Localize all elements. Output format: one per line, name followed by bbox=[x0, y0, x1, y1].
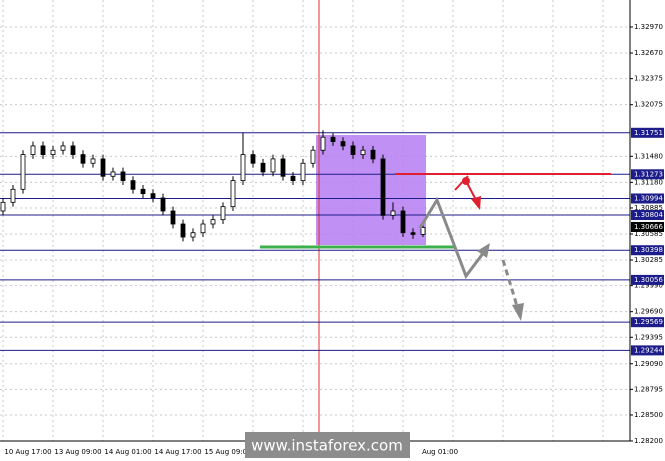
x-tick-label: 14 Aug 17:00 bbox=[154, 448, 201, 456]
candle-body bbox=[50, 149, 56, 155]
candle-body bbox=[210, 219, 216, 225]
arrow-head bbox=[477, 243, 490, 258]
candle-body bbox=[390, 210, 396, 216]
y-tick-label: 1.28200 bbox=[634, 437, 663, 445]
level-label-box bbox=[631, 169, 664, 180]
watermark-band bbox=[245, 432, 410, 458]
watermark: www.instaforex.com bbox=[251, 437, 403, 455]
candle-body bbox=[80, 154, 86, 164]
arrow-head bbox=[512, 303, 524, 321]
candle-body bbox=[230, 180, 236, 208]
y-tick-label: 1.32970 bbox=[634, 23, 663, 31]
candle-body bbox=[340, 141, 346, 147]
y-tick-label: 1.32375 bbox=[634, 75, 663, 83]
current-price-box bbox=[631, 221, 664, 232]
candle-body bbox=[10, 188, 16, 203]
candle-body bbox=[130, 180, 136, 190]
candle-body bbox=[320, 136, 326, 151]
candle-body bbox=[70, 145, 76, 155]
candle-body bbox=[260, 162, 266, 173]
y-tick-label: 1.30885 bbox=[634, 204, 663, 212]
level-label: 1.31751 bbox=[634, 129, 663, 137]
candle-body bbox=[310, 149, 316, 164]
candle-body bbox=[280, 158, 286, 177]
candle-body bbox=[410, 232, 416, 235]
x-tick-label: 10 Aug 17:00 bbox=[4, 448, 51, 456]
candle-body bbox=[30, 145, 36, 155]
candle-body bbox=[360, 149, 366, 155]
red-arrow bbox=[465, 180, 477, 201]
candle-body bbox=[370, 149, 376, 160]
candle-body bbox=[20, 154, 26, 190]
y-tick-label: 1.29690 bbox=[634, 308, 663, 316]
candle-body bbox=[220, 206, 226, 221]
candle-body bbox=[180, 223, 186, 238]
arrow-head bbox=[471, 196, 481, 210]
candle-body bbox=[100, 158, 106, 177]
candle-body bbox=[240, 154, 246, 182]
candle-body bbox=[350, 145, 356, 155]
y-tick-label: 1.32075 bbox=[634, 101, 663, 109]
level-label: 1.29569 bbox=[634, 318, 663, 326]
level-label: 1.31273 bbox=[634, 170, 663, 178]
x-tick-label: 15 Aug 09:00 bbox=[204, 448, 251, 456]
candle-body bbox=[380, 158, 386, 216]
candle-body bbox=[400, 210, 406, 234]
axis: 10 Aug 17:00 13 Aug 09:00 14 Aug 01:00 14 A… bbox=[4, 23, 664, 456]
level-label: 1.30398 bbox=[634, 246, 663, 254]
candle-body bbox=[170, 210, 176, 225]
candle-body bbox=[60, 145, 66, 151]
level-label-box bbox=[631, 245, 664, 256]
x-tick-label: 13 Aug 09:00 bbox=[54, 448, 101, 456]
current-price-label: 1.30666 bbox=[634, 223, 663, 231]
candle-body bbox=[90, 158, 96, 164]
candle-body bbox=[0, 201, 6, 212]
level-label-box bbox=[631, 345, 664, 356]
y-tick-label: 1.28500 bbox=[634, 411, 663, 419]
scenario-arrow bbox=[418, 196, 486, 280]
level-label-box bbox=[631, 274, 664, 285]
candle-body bbox=[300, 162, 306, 182]
level-label-box bbox=[631, 127, 664, 138]
x-tick-label: Aug 01:00 bbox=[422, 448, 458, 456]
candle-body bbox=[330, 136, 336, 142]
y-tick-label: 1.32670 bbox=[634, 49, 663, 57]
level-label-box bbox=[631, 317, 664, 328]
y-tick-label: 1.28795 bbox=[634, 385, 663, 393]
scenario-arrow-dashed bbox=[501, 259, 519, 307]
candle-body bbox=[200, 223, 206, 234]
candle-body bbox=[150, 193, 156, 199]
level-label-box bbox=[631, 193, 664, 204]
candles bbox=[0, 130, 426, 242]
y-tick-label: 1.31480 bbox=[634, 152, 663, 160]
x-tick-label: 14 Aug 01:00 bbox=[104, 448, 151, 456]
y-tick-label: 1.29395 bbox=[634, 333, 663, 341]
candle-body bbox=[110, 171, 116, 177]
level-label: 1.29244 bbox=[634, 346, 663, 354]
y-tick-label: 1.30285 bbox=[634, 256, 663, 264]
y-tick-label: 1.29990 bbox=[634, 282, 663, 290]
candle-body bbox=[190, 232, 196, 238]
candle-body bbox=[160, 197, 166, 212]
level-label-box bbox=[631, 209, 664, 220]
candle-body bbox=[40, 145, 46, 155]
candle-body bbox=[420, 227, 426, 235]
candle-body bbox=[270, 158, 276, 173]
y-tick-label: 1.29090 bbox=[634, 360, 663, 368]
candle-body bbox=[250, 154, 256, 164]
candle-body bbox=[140, 188, 146, 195]
candle-body bbox=[120, 171, 126, 182]
level-label: 1.30804 bbox=[634, 211, 663, 219]
level-label: 1.30994 bbox=[634, 194, 663, 202]
y-tick-label: 1.30585 bbox=[634, 230, 663, 238]
level-label: 1.30056 bbox=[634, 276, 663, 284]
candle-body bbox=[290, 175, 296, 182]
y-tick-label: 1.31180 bbox=[634, 178, 663, 186]
